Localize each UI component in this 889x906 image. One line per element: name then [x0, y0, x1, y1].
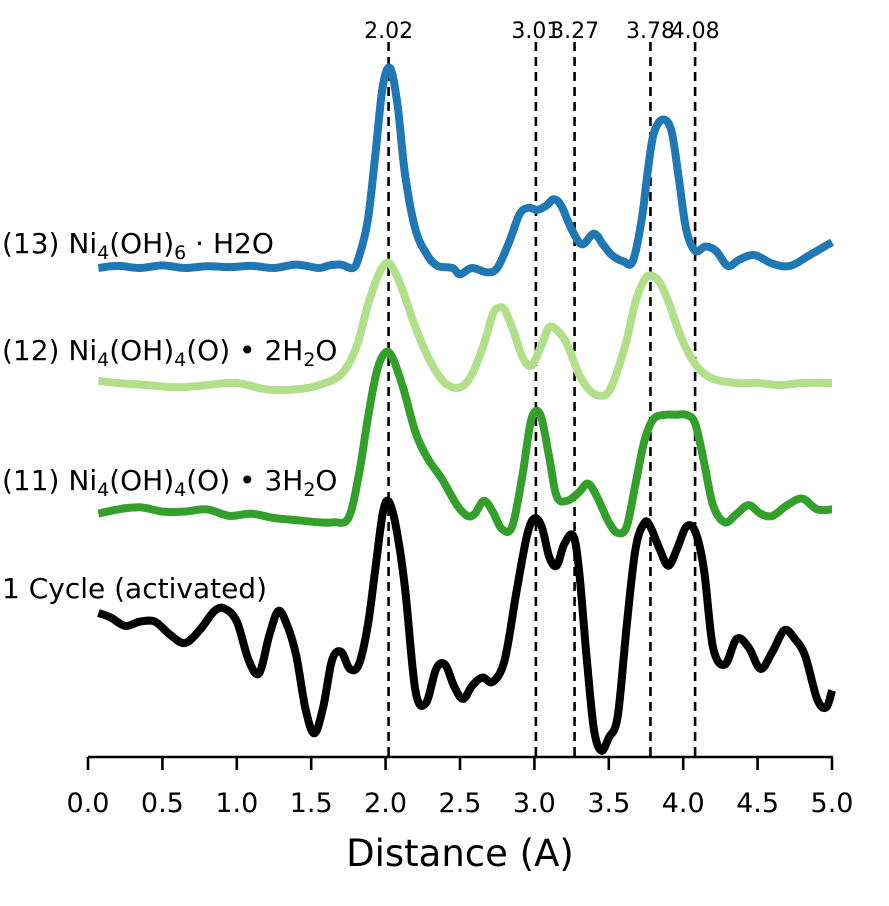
series-label-2-s1: 4: [97, 479, 109, 501]
reference-line-label-1: 3.01: [511, 19, 560, 44]
x-tick-label-2: 1.0: [215, 788, 258, 819]
series-label-2-post2: O: [315, 464, 337, 497]
x-tick-label-1: 0.5: [141, 788, 184, 819]
x-tick-label-8: 4.0: [662, 788, 705, 819]
series-label-1-s1: 4: [97, 349, 109, 371]
series-label-1-pre: (12) Ni: [2, 334, 97, 367]
series-label-2-s2: 4: [174, 479, 186, 501]
series-label-2-pre: (11) Ni: [2, 464, 97, 497]
series-label-2-mid: (OH): [109, 464, 174, 497]
series-label-0: (13) Ni4(OH)6 · H2O: [2, 227, 274, 264]
series-line-2: [97, 347, 833, 538]
x-tick-label-7: 3.5: [587, 788, 630, 819]
reference-lines: 2.02 3.013.27 3.784.08: [364, 19, 720, 757]
series-label-3-pre: 1 Cycle (activated): [2, 572, 267, 605]
series-label-1-post2: O: [315, 334, 337, 367]
x-tick-label-0: 0.0: [67, 788, 110, 819]
x-tick-label-3: 1.5: [290, 788, 333, 819]
series-label-2-s3: 2: [303, 479, 315, 501]
series-label-0-pre: (13) Ni: [2, 227, 97, 260]
series-label-0-s1: 4: [97, 242, 109, 264]
reference-line-label-2: 3.27: [550, 19, 599, 44]
reference-line-label-0: 2.02: [364, 19, 413, 44]
x-tick-label-10: 5.0: [811, 788, 854, 819]
x-tick-label-6: 3.0: [513, 788, 556, 819]
x-tick-label-4: 2.0: [364, 788, 407, 819]
series-label-1-post: (O) • 2H: [186, 334, 303, 367]
series-line-1: [97, 258, 833, 400]
series-line-3: [97, 496, 836, 755]
reference-line-label-3: 3.78: [626, 19, 675, 44]
series-label-0-s2: 6: [174, 242, 186, 264]
x-axis: 0.0 0.5 1.0 1.5 2.0 2.5 3.0 3.5 4.0 4.5 5.0: [67, 755, 854, 819]
x-tick-label-5: 2.5: [439, 788, 482, 819]
series-label-1-s2: 4: [174, 349, 186, 371]
x-axis-label: Distance (A): [346, 832, 574, 875]
series-label-0-mid: (OH): [109, 227, 174, 260]
series-label-0-post: · H2O: [186, 227, 274, 260]
series-label-2: (11) Ni4(OH)4(O) • 3H2O: [2, 464, 337, 501]
series-label-1: (12) Ni4(OH)4(O) • 2H2O: [2, 334, 337, 371]
series-label-1-s3: 2: [303, 349, 315, 371]
series-line-0: [97, 63, 834, 279]
series-layer: [97, 63, 836, 755]
series-labels: (13) Ni4(OH)6 · H2O(12) Ni4(OH)4(O) • 2H…: [2, 227, 337, 605]
reference-line-label-4: 4.08: [671, 19, 720, 44]
series-label-1-mid: (OH): [109, 334, 174, 367]
series-label-2-post: (O) • 3H: [186, 464, 303, 497]
x-tick-label-9: 4.5: [736, 788, 779, 819]
series-label-3: 1 Cycle (activated): [2, 572, 267, 605]
